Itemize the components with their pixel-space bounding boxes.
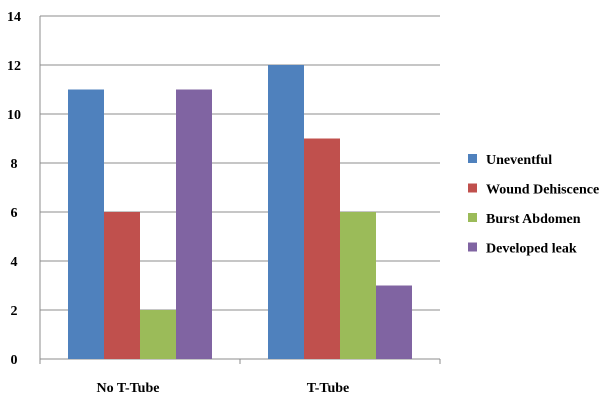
y-tick-labels: 0 2 4 6 8 10 12 14 <box>7 10 21 368</box>
legend-swatch <box>468 213 477 222</box>
legend-label: Developed leak <box>486 242 577 257</box>
bar-uneventful <box>68 89 104 359</box>
legend-swatch <box>468 183 477 193</box>
bars <box>68 65 412 359</box>
x-tick-label: No T-Tube <box>97 381 160 396</box>
y-tick-label: 0 <box>11 353 18 368</box>
legend: Uneventful Wound Dehiscence Burst Abdomen D… <box>468 153 599 257</box>
y-tick-label: 10 <box>7 108 21 123</box>
bar-developed-leak <box>176 89 212 359</box>
bar-burst-abdomen <box>340 212 376 359</box>
y-tick-label: 14 <box>7 10 21 25</box>
y-tick-label: 4 <box>11 255 18 270</box>
y-tick-label: 12 <box>7 59 21 74</box>
y-tick-label: 6 <box>11 206 18 221</box>
bar-uneventful <box>268 65 304 359</box>
legend-label: Burst Abdomen <box>486 212 581 227</box>
y-tick-label: 2 <box>11 304 18 319</box>
bar-wound-dehiscence <box>104 212 140 359</box>
legend-swatch <box>468 154 477 163</box>
x-tick-labels: No T-Tube T-Tube <box>97 381 350 396</box>
legend-label: Wound Dehiscence <box>486 183 599 198</box>
bar-wound-dehiscence <box>304 138 340 359</box>
bar-developed-leak <box>376 285 412 359</box>
bar-burst-abdomen <box>140 310 176 359</box>
x-tick-label: T-Tube <box>307 381 350 396</box>
y-tick-label: 8 <box>11 157 18 172</box>
legend-label: Uneventful <box>486 153 552 168</box>
legend-swatch <box>468 242 477 252</box>
